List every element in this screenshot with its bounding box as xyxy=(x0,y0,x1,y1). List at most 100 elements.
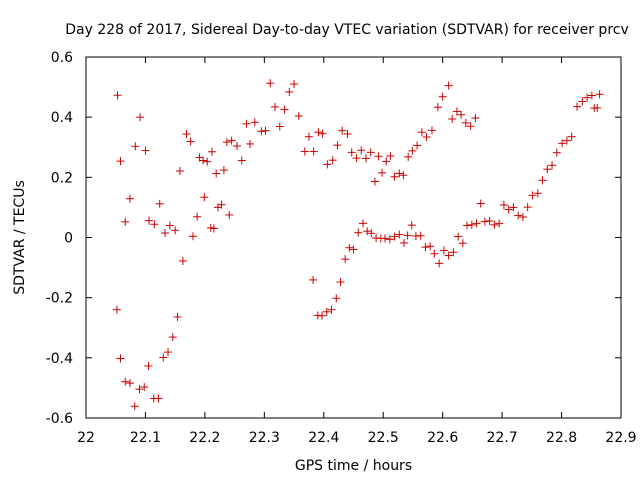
x-axis-label: GPS time / hours xyxy=(295,458,412,474)
data-point xyxy=(490,220,499,229)
data-point xyxy=(357,146,366,155)
y-tick: 0 xyxy=(64,231,621,247)
data-point xyxy=(309,147,318,156)
data-point xyxy=(367,229,376,238)
data-point xyxy=(543,165,552,174)
data-point xyxy=(173,312,182,321)
data-point xyxy=(421,243,430,252)
data-point xyxy=(189,232,197,241)
x-tick: 22.9 xyxy=(605,57,637,446)
y-tick: -0.6 xyxy=(46,411,621,427)
data-point xyxy=(232,142,241,151)
data-point xyxy=(386,151,395,160)
y-tick: -0.4 xyxy=(46,351,621,367)
data-point xyxy=(113,91,122,100)
data-point xyxy=(294,111,303,120)
y-tick-label: 0 xyxy=(64,231,73,247)
data-point xyxy=(587,91,596,100)
data-point xyxy=(593,103,602,112)
data-point xyxy=(144,361,153,370)
data-point xyxy=(275,122,284,131)
data-point xyxy=(208,147,217,156)
data-point xyxy=(317,311,326,320)
data-point xyxy=(116,354,125,363)
y-tick-label: -0.2 xyxy=(46,291,73,307)
data-point xyxy=(155,199,164,208)
data-point xyxy=(395,169,404,178)
data-point xyxy=(416,231,425,240)
data-point xyxy=(363,227,372,236)
data-point xyxy=(159,353,168,362)
data-point xyxy=(390,172,399,181)
data-point xyxy=(347,148,356,157)
y-tick: 0.2 xyxy=(51,170,621,186)
data-point xyxy=(141,146,150,155)
data-point xyxy=(427,126,436,135)
data-point xyxy=(374,152,383,161)
data-point xyxy=(480,217,489,226)
data-point xyxy=(131,142,140,151)
data-point xyxy=(178,256,187,265)
data-point xyxy=(186,137,195,146)
data-point xyxy=(403,231,412,240)
data-point xyxy=(345,243,354,252)
data-point xyxy=(175,167,184,176)
data-point xyxy=(439,246,448,255)
data-point xyxy=(382,157,391,166)
data-point xyxy=(381,234,390,243)
x-tick-label: 22.7 xyxy=(487,430,518,446)
data-point xyxy=(193,212,202,221)
data-point xyxy=(472,219,481,228)
data-point xyxy=(343,130,352,139)
y-tick: 0.4 xyxy=(51,110,621,126)
data-point xyxy=(341,255,350,264)
data-point xyxy=(395,230,404,239)
data-point xyxy=(509,203,518,212)
x-tick: 22.5 xyxy=(368,57,399,446)
data-point xyxy=(454,232,463,241)
chart-title: Day 228 of 2017, Sidereal Day-to-day VTE… xyxy=(65,22,629,38)
data-point xyxy=(338,126,347,135)
data-point xyxy=(261,126,270,135)
x-tick-label: 22.3 xyxy=(249,430,280,446)
data-point xyxy=(583,93,592,102)
data-point xyxy=(471,114,480,123)
data-point xyxy=(400,238,409,247)
y-tick-label: 0.4 xyxy=(51,110,73,126)
y-tick: 0.6 xyxy=(51,50,621,66)
x-tick: 22.4 xyxy=(308,57,339,446)
data-point xyxy=(349,245,358,254)
data-point xyxy=(227,136,236,145)
data-point xyxy=(461,118,470,127)
data-point xyxy=(280,105,289,114)
data-point xyxy=(518,213,527,222)
data-point xyxy=(595,90,604,99)
data-point xyxy=(116,157,125,166)
y-tick: -0.2 xyxy=(46,291,621,307)
data-point xyxy=(422,133,431,142)
data-point xyxy=(404,152,413,161)
data-point xyxy=(266,79,275,88)
data-point xyxy=(219,166,228,175)
x-tick: 22.2 xyxy=(189,57,220,446)
data-point xyxy=(448,114,457,123)
data-point xyxy=(407,221,416,230)
data-point xyxy=(573,102,582,111)
data-point xyxy=(309,275,318,284)
data-point xyxy=(332,294,341,303)
data-point xyxy=(433,103,442,112)
data-point xyxy=(271,102,280,111)
data-point xyxy=(165,221,174,230)
data-point xyxy=(378,168,387,177)
data-point xyxy=(359,219,368,228)
axis-ticks: 22 22.1 22.2 22.3 22.4 22.5 22.6 22.7 22.8 22.9 0.… xyxy=(46,50,637,446)
data-point xyxy=(449,248,458,257)
data-point xyxy=(222,138,231,147)
data-point xyxy=(203,157,212,166)
data-point xyxy=(125,379,134,388)
data-point xyxy=(366,148,375,157)
data-point xyxy=(333,141,342,150)
data-point xyxy=(514,211,523,220)
